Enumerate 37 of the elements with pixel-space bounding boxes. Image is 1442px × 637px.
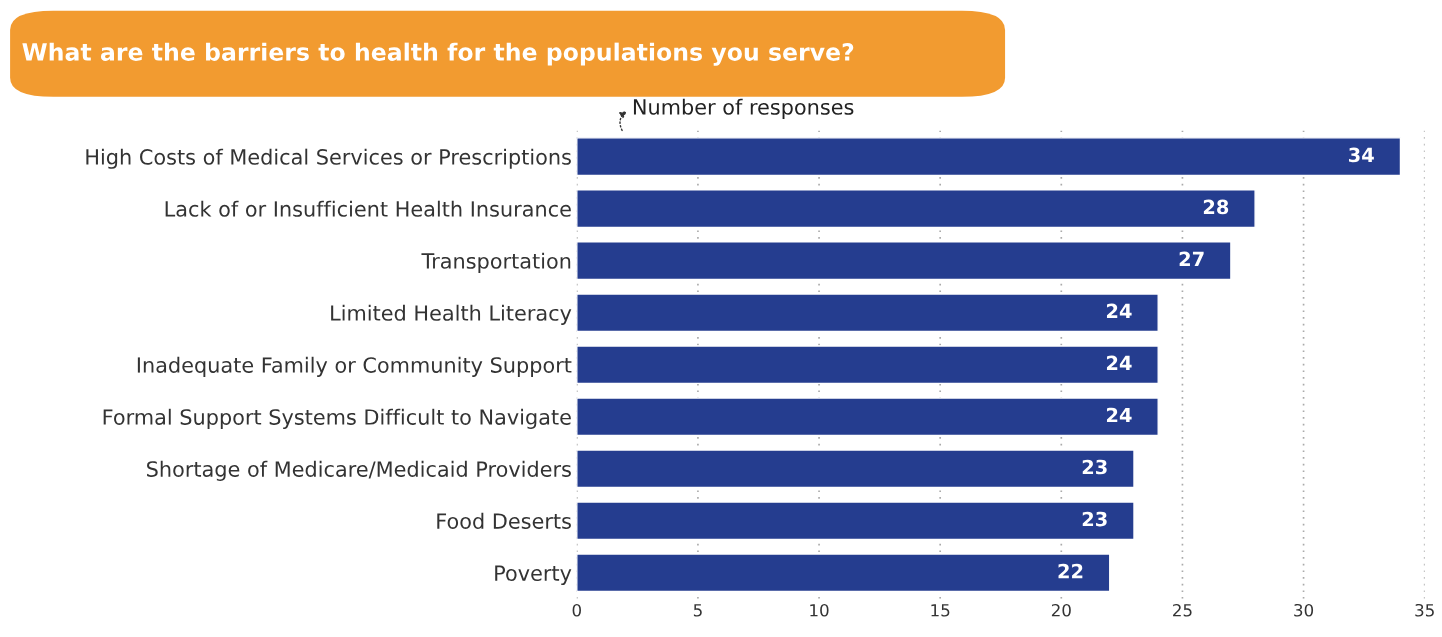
y-tick-label: Shortage of Medicare/Medicaid Providers xyxy=(147,460,571,481)
x-tick-label: 15 xyxy=(931,604,950,617)
data-label: 23 xyxy=(1082,459,1107,475)
bar xyxy=(576,293,1159,333)
x-tick-label: 5 xyxy=(693,604,702,617)
data-label: 24 xyxy=(1106,303,1132,319)
data-label: 22 xyxy=(1058,563,1083,579)
chart-title: What are the barriers to health for the populations you serve? xyxy=(22,42,854,66)
bar xyxy=(576,553,1111,593)
data-label: 24 xyxy=(1106,355,1132,371)
x-tick-label: 0 xyxy=(572,603,581,617)
bar xyxy=(576,241,1232,281)
bar xyxy=(576,137,1402,177)
data-label: 24 xyxy=(1106,407,1132,423)
bar xyxy=(576,345,1159,385)
y-tick-label: Transportation xyxy=(421,252,571,273)
data-label: 23 xyxy=(1082,511,1107,527)
y-tick-label: Lack of or Insufficient Health Insurance xyxy=(165,200,571,217)
x-tick-label: 20 xyxy=(1051,603,1071,617)
data-label: 28 xyxy=(1203,199,1229,215)
y-tick-label: Food Deserts xyxy=(437,512,571,529)
y-tick-label: Formal Support Systems Difficult to Navigate xyxy=(103,408,571,429)
data-label: 34 xyxy=(1348,147,1374,163)
y-tick-label: Poverty xyxy=(495,565,572,586)
data-label: 27 xyxy=(1179,251,1204,266)
bar xyxy=(576,501,1135,541)
x-axis-title: Number of responses xyxy=(633,98,854,119)
bar xyxy=(576,397,1159,437)
x-tick-label: 10 xyxy=(810,603,829,617)
x-tick-label: 25 xyxy=(1173,603,1192,617)
bar xyxy=(576,449,1135,489)
x-tick-label: 30 xyxy=(1294,603,1314,617)
y-tick-label: High Costs of Medical Services or Prescriptions xyxy=(86,148,571,169)
bar xyxy=(576,189,1256,229)
y-tick-label: Limited Health Literacy xyxy=(331,304,572,325)
y-tick-label: Inadequate Family or Community Support xyxy=(137,356,572,377)
x-tick-label: 35 xyxy=(1415,603,1434,617)
